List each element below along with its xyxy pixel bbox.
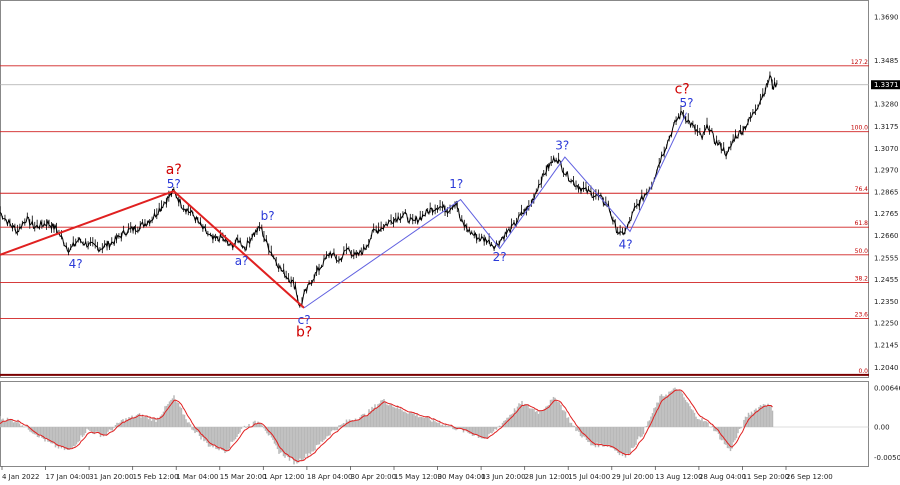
price-tick-label: 1.2765 [874, 210, 899, 218]
wave-line [303, 112, 687, 309]
oscillator-histogram [0, 387, 774, 465]
oscillator-tick-label: 0.00646 [874, 385, 900, 393]
wave-labels: a?5?b?a?4?c?b?1?2?3?4?c?5? [69, 81, 694, 340]
fib-level-label: 0.0 [858, 368, 868, 375]
time-tick-label: 30 Apr 20:00 [350, 473, 396, 481]
wave-label: 3? [555, 139, 569, 153]
fib-level-label: 38.2 [855, 275, 869, 282]
time-tick-label: 15 Mar 20:00 [220, 473, 267, 481]
time-tick-label: 13 Jun 20:00 [481, 473, 525, 481]
oscillator-tick-label: 0.00 [874, 424, 890, 432]
price-tick-label: 1.2250 [874, 319, 899, 327]
price-axis: 1.3690 1.3485 1.3280 1.3175 1.3070 1.2970 1.28… [871, 13, 900, 372]
fib-level-label: 23.6 [855, 312, 869, 319]
main-panel-frame [0, 0, 869, 378]
time-tick-label: 17 Jan 04:00 [46, 473, 90, 481]
wave-label: 1? [449, 177, 463, 191]
price-tick-label: 1.2865 [874, 189, 899, 197]
price-tick-label: 1.2555 [874, 255, 899, 263]
price-tick-label: 1.2040 [874, 364, 899, 372]
fib-level-label: 61.8 [855, 220, 869, 227]
wave-label: 4? [69, 257, 83, 271]
time-axis: 4 Jan 2022 17 Jan 04:00 31 Jan 20:00 15 Feb… [1, 466, 833, 481]
time-tick-label: 18 Apr 04:00 [307, 473, 353, 481]
fib-level-label: 100.0 [851, 125, 868, 132]
wave-label: 4? [619, 237, 633, 251]
time-tick-label: 1 Apr 12:00 [263, 473, 304, 481]
price-tick-label: 1.3280 [874, 101, 899, 109]
wave-label: b? [296, 325, 312, 341]
fibonacci-levels: 127.2 100.0 76.4 61.8 50.0 38.2 23.6 0.0 [0, 59, 869, 376]
time-tick-label: 15 May 12:00 [394, 473, 442, 481]
wave-label: a? [235, 254, 249, 268]
time-tick-label: 29 Jul 20:00 [612, 473, 654, 481]
oscillator-tick-label: -0.00506 [874, 454, 900, 462]
price-tick-label: 1.2455 [874, 276, 899, 284]
price-series [0, 71, 778, 308]
oscillator-signal-line [0, 389, 773, 463]
wave-label: 5? [680, 96, 694, 110]
time-tick-label: 28 Jun 12:00 [525, 473, 569, 481]
wave-label: c? [298, 313, 311, 327]
price-tick-label: 1.2350 [874, 298, 899, 306]
price-tick-label: 1.3070 [874, 145, 899, 153]
time-tick-label: 15 Jul 04:00 [568, 473, 610, 481]
wave-label: 5? [167, 177, 181, 191]
price-tick-label: 1.2145 [874, 342, 899, 350]
oscillator-ticks: 0.00646 0.00 -0.00506 [874, 385, 900, 462]
wave-line [0, 189, 305, 309]
time-tick-label: 30 May 04:00 [438, 473, 486, 481]
fib-level-label: 127.2 [851, 59, 868, 66]
time-tick-label: 15 Feb 12:00 [133, 473, 179, 481]
time-tick-label: 31 Jan 20:00 [89, 473, 133, 481]
price-tick-label: 1.2660 [874, 232, 899, 240]
time-tick-label: 26 Sep 12:00 [786, 473, 833, 481]
fib-level-label: 50.0 [855, 248, 869, 255]
wave-label: c? [675, 81, 690, 97]
price-ticks: 1.3690 1.3485 1.3280 1.3175 1.3070 1.2970 1.28… [874, 13, 899, 371]
price-tick-label: 1.3485 [874, 57, 899, 65]
oscillator-panel: 0.00646 0.00 -0.00506 [0, 381, 900, 467]
price-tick-label: 1.2970 [874, 166, 899, 174]
time-tick-label: 11 Sep 20:00 [742, 473, 789, 481]
price-line [0, 73, 778, 308]
fib-level-label: 76.4 [855, 186, 869, 193]
time-tick-label: 13 Aug 12:00 [655, 473, 702, 481]
wave-label: 2? [493, 250, 507, 264]
time-tick-label: 1 Mar 04:00 [176, 473, 218, 481]
time-tick-label: 28 Aug 04:00 [699, 473, 746, 481]
time-tick-label: 4 Jan 2022 [2, 473, 40, 481]
current-price-label: 1.3371 [874, 81, 899, 89]
current-price-box [871, 80, 900, 90]
wave-lines [0, 112, 687, 309]
price-tick-label: 1.3175 [874, 123, 899, 131]
price-tick-label: 1.3690 [874, 13, 899, 21]
wave-label: a? [166, 162, 182, 178]
wave-label: b? [261, 209, 275, 223]
